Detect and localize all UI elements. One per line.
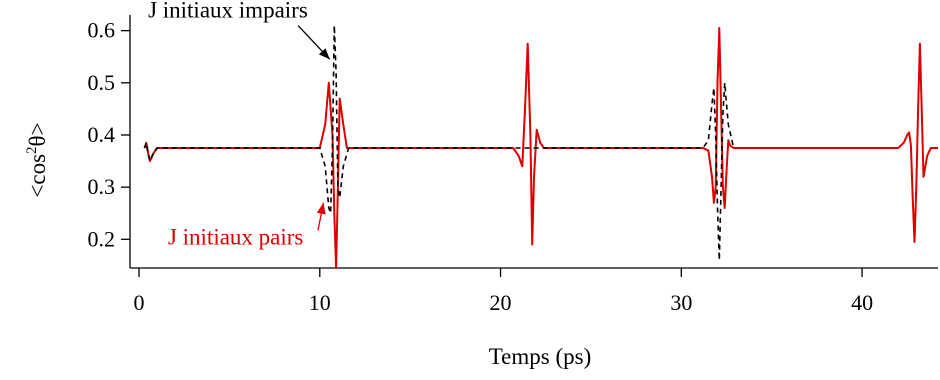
x-tick-label: 10	[309, 290, 331, 315]
y-tick-label: 0.6	[88, 18, 116, 43]
annotation-even-label: J initiaux pairs	[168, 225, 303, 250]
annotation-arrow-head	[318, 48, 330, 60]
x-tick-label: 20	[490, 290, 512, 315]
annotation-arrow-head	[316, 202, 326, 215]
y-tick-label: 0.4	[88, 122, 116, 147]
x-tick-label: 30	[670, 290, 692, 315]
y-axis-label-sup: 2	[24, 146, 40, 154]
x-tick-label: 0	[134, 290, 145, 315]
y-axis-label: <cos2θ>	[24, 122, 50, 197]
x-axis-label: Temps (ps)	[489, 344, 592, 369]
annotations: J initiaux impairs J initiaux pairs	[148, 0, 331, 250]
y-axis-label-pre: <cos	[25, 154, 50, 198]
x-tick-label: 40	[851, 290, 873, 315]
axes: 0 10 20 30 40 0.2 0.3 0.4 0.5 0.6	[88, 15, 938, 315]
annotation-odd-label: J initiaux impairs	[148, 0, 308, 23]
series-dashed-line	[143, 24, 735, 262]
series-solid-line	[143, 27, 938, 269]
y-tick-label: 0.2	[88, 226, 116, 251]
y-axis-label-post: θ>	[25, 122, 50, 146]
y-tick-label: 0.3	[88, 174, 116, 199]
y-tick-label: 0.5	[88, 70, 116, 95]
series-layer	[143, 24, 938, 269]
